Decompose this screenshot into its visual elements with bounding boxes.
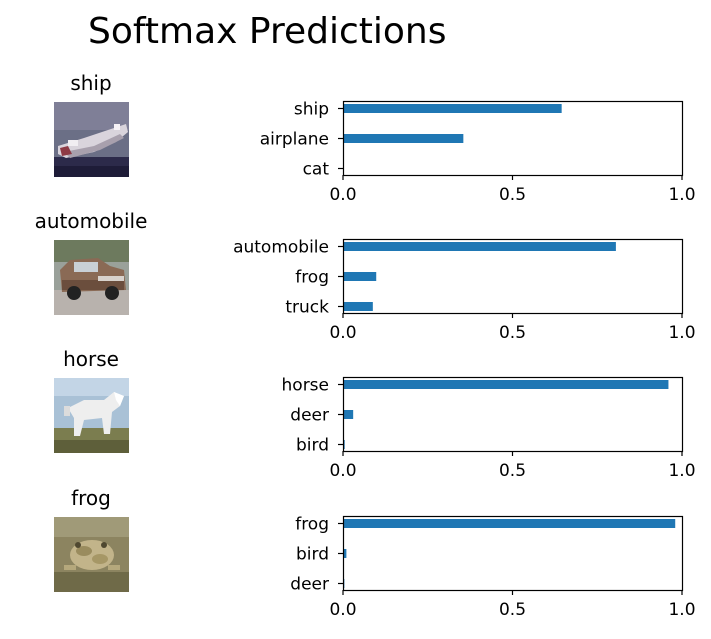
prediction-panel-frog: frog frog bird deer 0.0 0.5 1.0 bbox=[0, 485, 711, 623]
automobile-thumbnail bbox=[54, 240, 129, 315]
horse-thumbnail bbox=[54, 378, 129, 453]
y-tick-label: truck bbox=[285, 298, 329, 318]
bar-ship bbox=[343, 104, 562, 113]
x-tick-label: 1.0 bbox=[668, 185, 695, 205]
x-tick-label: 0.0 bbox=[329, 185, 356, 205]
bar-deer bbox=[343, 410, 354, 419]
y-tick-label: frog bbox=[295, 268, 329, 288]
figure-title: Softmax Predictions bbox=[88, 11, 447, 52]
y-tick-label: deer bbox=[290, 575, 329, 595]
y-tick-label: horse bbox=[282, 376, 329, 396]
bar-truck bbox=[343, 302, 373, 311]
y-tick-label: bird bbox=[296, 436, 329, 456]
x-tick-label: 1.0 bbox=[668, 600, 695, 620]
frog-thumbnail bbox=[54, 517, 129, 592]
x-tick-label: 0.5 bbox=[499, 461, 526, 481]
bar-horse bbox=[343, 380, 669, 389]
y-tick-label: cat bbox=[303, 160, 330, 180]
x-tick-label: 0.0 bbox=[329, 323, 356, 343]
x-tick-label: 1.0 bbox=[668, 461, 695, 481]
x-tick-label: 0.5 bbox=[499, 323, 526, 343]
bar-airplane bbox=[343, 134, 464, 143]
y-tick-label: ship bbox=[294, 100, 329, 120]
x-tick-label: 1.0 bbox=[668, 323, 695, 343]
y-tick-label: deer bbox=[290, 406, 329, 426]
chart-ship: ship airplane cat 0.0 0.5 1.0 bbox=[260, 100, 696, 206]
image-title: automobile bbox=[34, 209, 148, 233]
y-tick-label: airplane bbox=[260, 130, 329, 150]
y-tick-label: bird bbox=[296, 545, 329, 565]
image-title: horse bbox=[63, 347, 119, 371]
prediction-panel-ship: ship ship airplane cat 0.0 0.5 1.0 bbox=[0, 70, 711, 208]
image-title: ship bbox=[70, 71, 112, 95]
bar-automobile bbox=[343, 242, 616, 251]
y-tick-label: automobile bbox=[233, 238, 329, 258]
ship-thumbnail bbox=[54, 102, 129, 177]
image-title: frog bbox=[71, 486, 111, 510]
x-tick-label: 0.5 bbox=[499, 185, 526, 205]
x-tick-label: 0.0 bbox=[329, 461, 356, 481]
prediction-panel-automobile: automobile automobile frog truck 0.0 0.5 1.0 bbox=[0, 208, 711, 346]
bar-frog bbox=[343, 272, 377, 281]
y-tick-label: frog bbox=[295, 515, 329, 535]
bar-frog bbox=[343, 519, 676, 528]
bar-bird bbox=[343, 549, 347, 558]
x-tick-label: 0.5 bbox=[499, 600, 526, 620]
x-tick-label: 0.0 bbox=[329, 600, 356, 620]
prediction-panel-horse: horse horse deer bird 0.0 0.5 1.0 bbox=[0, 346, 711, 484]
